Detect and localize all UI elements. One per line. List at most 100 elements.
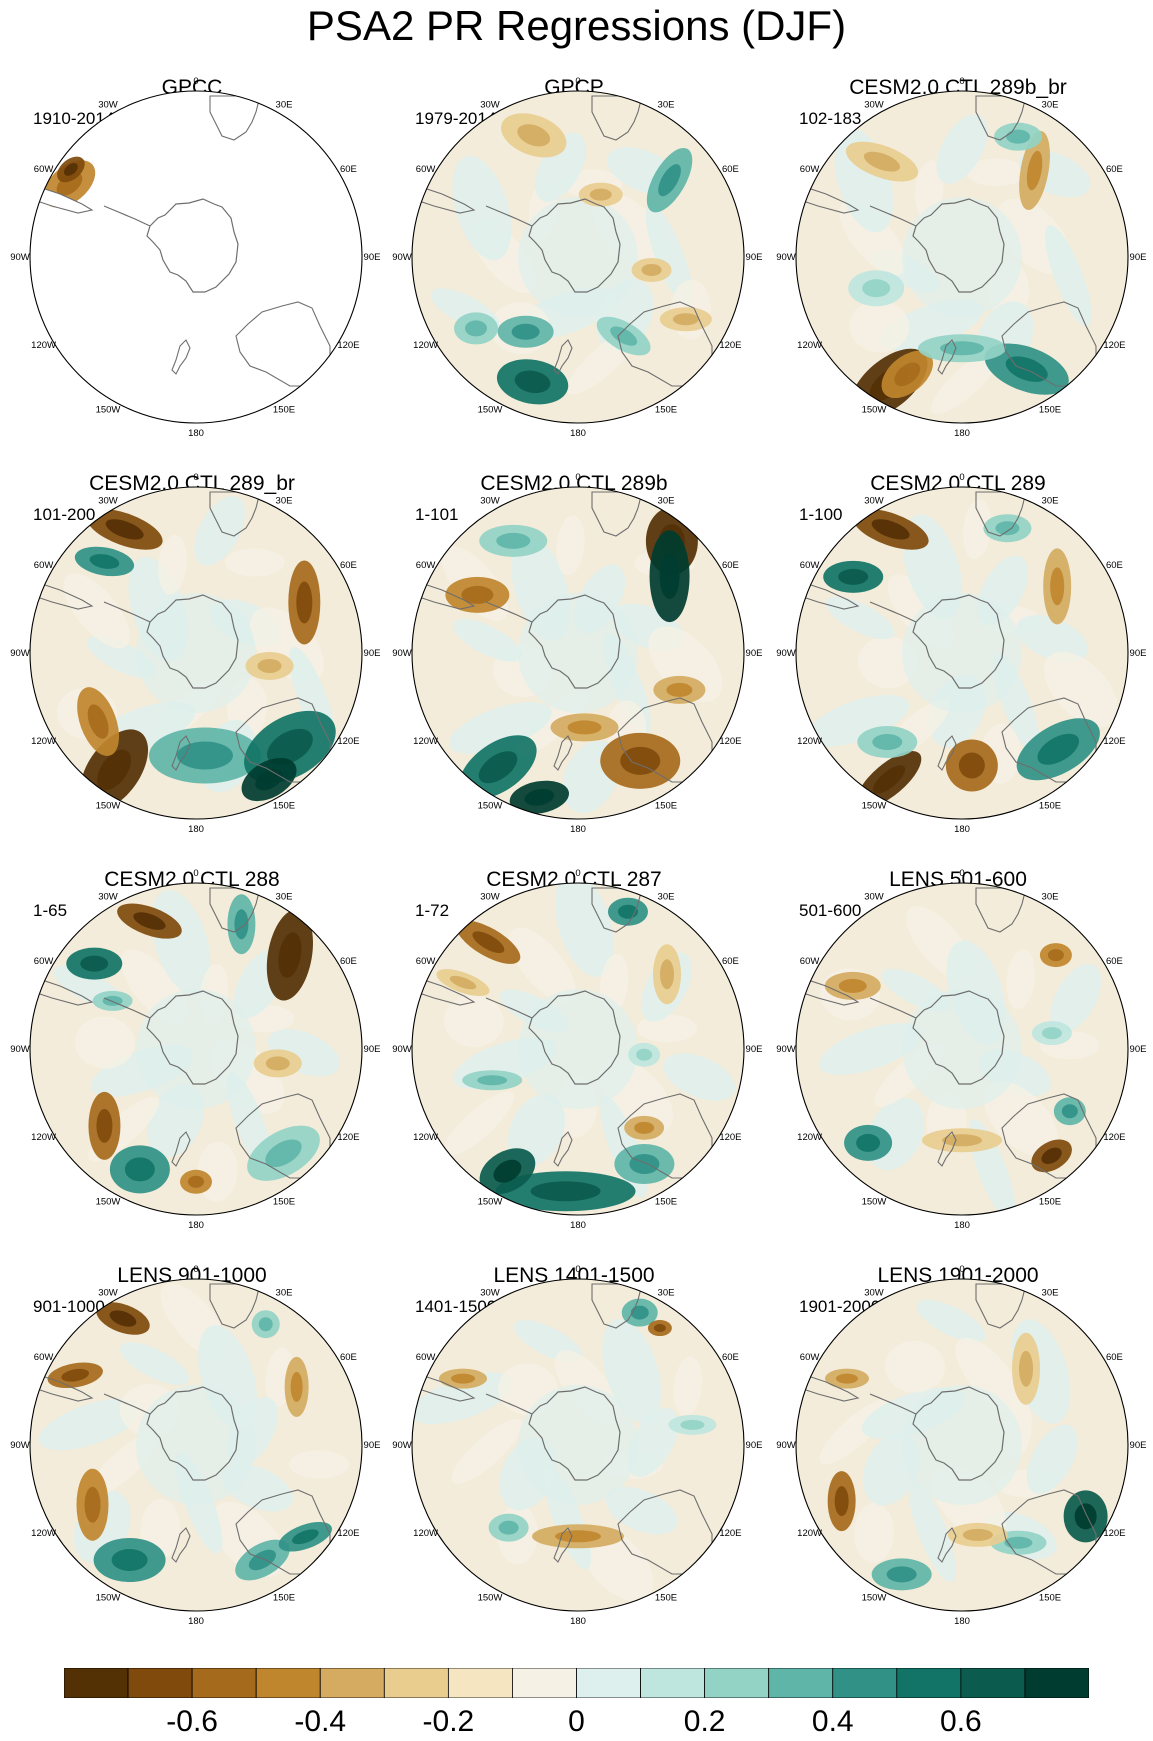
map-texture: [1050, 963, 1102, 1033]
longitude-label: 30E: [658, 100, 675, 111]
antarctic-peninsula-coastline: [485, 205, 533, 227]
map-texture: [602, 1318, 662, 1424]
map-texture: [605, 1487, 678, 1535]
longitude-label: 120W: [797, 1528, 822, 1539]
longitude-label: 150E: [273, 404, 295, 415]
longitude-label: 60W: [800, 164, 820, 175]
anomaly-blob: [478, 751, 518, 784]
anomaly-blob: [477, 1075, 508, 1086]
anomaly-blob: [610, 326, 638, 346]
longitude-label: 180: [188, 824, 204, 835]
colorbar-swatch: [512, 1668, 577, 1698]
map-texture: [955, 1337, 1023, 1413]
anomaly-blob: [524, 789, 555, 806]
longitude-label: 60E: [722, 1352, 739, 1363]
longitude-label: 30E: [276, 892, 293, 903]
map-texture: [930, 348, 1002, 414]
map-texture: [1044, 651, 1119, 728]
longitude-label: 60E: [1106, 1352, 1123, 1363]
map-texture: [902, 593, 1022, 713]
map-texture: [627, 1407, 679, 1478]
panel-period: 1-72: [415, 901, 450, 920]
anomaly-blob: [234, 909, 249, 940]
map-border: [795, 90, 1129, 424]
longitude-label: 150E: [273, 1592, 295, 1603]
longitude-label: 30W: [98, 892, 118, 903]
longitude-label: 30E: [658, 496, 675, 507]
longitude-label: 60E: [1106, 956, 1123, 967]
longitude-label: 120W: [31, 1132, 56, 1143]
longitude-label: 120W: [413, 736, 438, 747]
longitude-label: 90E: [746, 648, 763, 659]
australia-coastline: [1001, 1489, 1097, 1575]
longitude-label: 180: [188, 428, 204, 439]
anomaly-blob: [856, 1133, 881, 1152]
longitude-label: 120W: [31, 1528, 56, 1539]
longitude-label: 90E: [1130, 648, 1147, 659]
colorbar-tick-label: 0: [568, 1705, 585, 1738]
longitude-label: 30E: [1042, 1288, 1059, 1299]
antarctic-peninsula-coastline: [869, 997, 917, 1019]
antarctica-coastline: [912, 198, 1005, 293]
longitude-label: 120W: [31, 736, 56, 747]
anomaly-blob: [465, 320, 488, 337]
longitude-label: 60E: [722, 956, 739, 967]
anomaly-blob: [89, 554, 120, 569]
longitude-label: 180: [570, 428, 586, 439]
panel-period: 102-183: [799, 109, 862, 128]
australia-coastline: [617, 301, 713, 387]
longitude-label: 60W: [800, 1352, 820, 1363]
longitude-label: 90W: [776, 1044, 796, 1055]
anomaly-blob: [871, 519, 910, 540]
longitude-label: 150W: [96, 404, 121, 415]
colorbar-tick-label: -0.2: [422, 1705, 475, 1738]
map-texture: [825, 596, 895, 640]
antarctica-coastline: [528, 198, 621, 293]
longitude-label: 90W: [10, 1440, 30, 1451]
anomaly-blob: [278, 932, 302, 978]
anomaly-blob: [517, 124, 551, 147]
longitude-label: 120E: [719, 736, 741, 747]
anomaly-blob: [555, 1530, 601, 1543]
colorbar-tick-label: -0.4: [294, 1705, 347, 1738]
anomaly-blob: [1061, 1104, 1078, 1119]
map-texture: [63, 573, 130, 649]
map-texture: [443, 1091, 515, 1157]
map-texture: [194, 496, 246, 566]
colorbar-swatch: [191, 1668, 257, 1698]
panel-period: 901-1000: [33, 1297, 105, 1316]
anomaly-blob: [886, 1566, 917, 1583]
map-texture: [136, 593, 256, 713]
longitude-label: 120W: [31, 340, 56, 351]
map-texture: [535, 132, 586, 202]
longitude-label: 180: [954, 824, 970, 835]
longitude-label: 30W: [98, 100, 118, 111]
longitude-label: 90W: [10, 648, 30, 659]
longitude-label: 30W: [480, 1288, 500, 1299]
map-texture: [136, 1385, 256, 1505]
map-texture: [443, 995, 504, 1048]
map-texture: [902, 197, 1022, 317]
longitude-label: 90W: [776, 648, 796, 659]
new-zealand-coastline: [553, 1131, 573, 1167]
panel-period: 101-200: [33, 505, 96, 524]
anomaly-blob: [84, 1486, 101, 1523]
longitude-label: 90W: [392, 252, 412, 263]
map-border: [29, 486, 363, 820]
anomaly-blob: [660, 959, 675, 990]
anomaly-blob: [124, 1157, 155, 1182]
longitude-label: 150E: [655, 404, 677, 415]
map-texture: [518, 1385, 638, 1505]
anomaly-blob: [589, 188, 612, 201]
new-zealand-coastline: [937, 1131, 957, 1167]
panel-title: LENS 901-1000: [117, 1264, 267, 1287]
map-texture: [412, 1372, 515, 1425]
new-zealand-coastline: [937, 735, 957, 771]
longitude-label: 60W: [416, 164, 436, 175]
longitude-label: 90E: [746, 1044, 763, 1055]
map-texture: [962, 499, 992, 560]
map-texture: [884, 1340, 945, 1393]
australia-coastline: [235, 1489, 331, 1575]
antarctic-peninsula-coastline: [103, 601, 151, 623]
longitude-label: 120W: [797, 1132, 822, 1143]
